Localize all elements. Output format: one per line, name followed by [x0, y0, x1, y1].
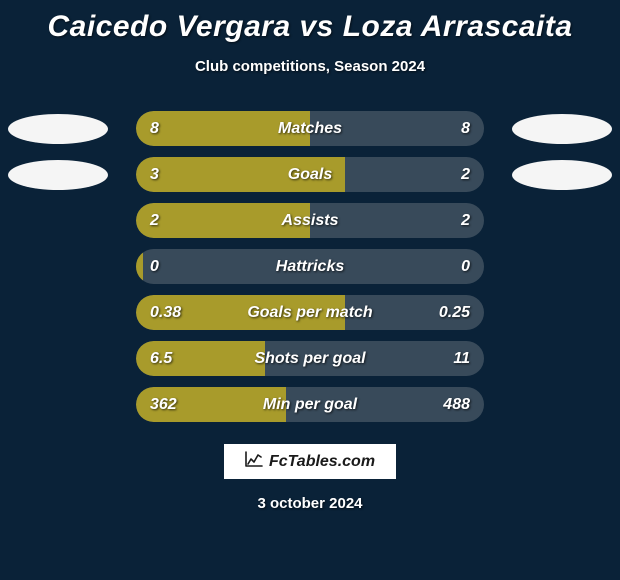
stat-value-right: 11	[453, 350, 470, 368]
stat-row: 2 Assists 2	[0, 203, 620, 238]
stat-label: Goals	[288, 166, 332, 184]
stat-value-left: 2	[150, 212, 159, 230]
stat-row: 8 Matches 8	[0, 111, 620, 146]
chart-icon	[245, 451, 263, 472]
footer: FcTables.com 3 october 2024	[0, 444, 620, 512]
stat-value-left: 362	[150, 396, 177, 414]
stat-value-right: 0.25	[439, 304, 470, 322]
stat-row: 0 Hattricks 0	[0, 249, 620, 284]
brand-box: FcTables.com	[224, 444, 396, 479]
date-text: 3 october 2024	[257, 495, 362, 512]
stat-row: 3 Goals 2	[0, 157, 620, 192]
stat-label: Assists	[282, 212, 339, 230]
stat-bar: 3 Goals 2	[136, 157, 484, 192]
player-ellipse-right	[512, 160, 612, 190]
stat-bar: 6.5 Shots per goal 11	[136, 341, 484, 376]
stat-label: Goals per match	[247, 304, 372, 322]
stat-value-right: 2	[461, 166, 470, 184]
stat-row: 6.5 Shots per goal 11	[0, 341, 620, 376]
stat-value-right: 8	[461, 120, 470, 138]
page-title: Caicedo Vergara vs Loza Arrascaita	[0, 10, 620, 44]
stat-value-left: 3	[150, 166, 159, 184]
stat-value-left: 0.38	[150, 304, 181, 322]
stat-value-right: 2	[461, 212, 470, 230]
player-ellipse-right	[512, 114, 612, 144]
stat-value-left: 6.5	[150, 350, 172, 368]
player-ellipse-left	[8, 114, 108, 144]
stat-value-left: 0	[150, 258, 159, 276]
stat-label: Min per goal	[263, 396, 357, 414]
stat-bar: 0 Hattricks 0	[136, 249, 484, 284]
stat-label: Matches	[278, 120, 342, 138]
stat-value-right: 488	[443, 396, 470, 414]
stat-bar: 0.38 Goals per match 0.25	[136, 295, 484, 330]
stat-rows: 8 Matches 8 3 Goals 2 2 Assists 2 0 Hattricks 0 0.38…	[0, 111, 620, 422]
comparison-card: Caicedo Vergara vs Loza Arrascaita Club …	[0, 0, 620, 580]
stat-value-left: 8	[150, 120, 159, 138]
stat-bar: 8 Matches 8	[136, 111, 484, 146]
brand-text: FcTables.com	[269, 453, 375, 471]
stat-value-right: 0	[461, 258, 470, 276]
subtitle: Club competitions, Season 2024	[0, 58, 620, 75]
stat-label: Hattricks	[276, 258, 344, 276]
player-ellipse-left	[8, 160, 108, 190]
stat-bar: 2 Assists 2	[136, 203, 484, 238]
bar-fill-left	[136, 249, 143, 284]
stat-label: Shots per goal	[254, 350, 365, 368]
stat-row: 362 Min per goal 488	[0, 387, 620, 422]
stat-row: 0.38 Goals per match 0.25	[0, 295, 620, 330]
stat-bar: 362 Min per goal 488	[136, 387, 484, 422]
